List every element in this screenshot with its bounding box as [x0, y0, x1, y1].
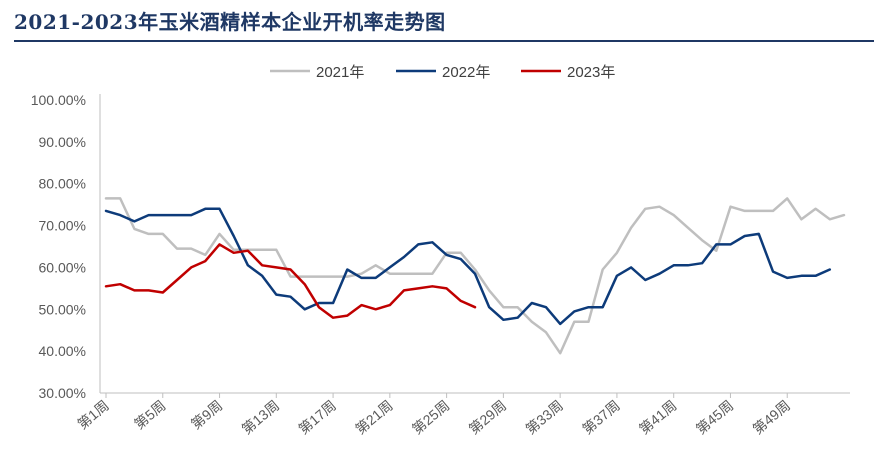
y-axis: 30.00% 40.00% 50.00% 60.00% 70.00% 80.00% 90.0…: [31, 92, 101, 401]
series-line-3: [104, 243, 477, 319]
legend-label: 2023年: [567, 64, 615, 81]
legend: 2021年 2022年 2023年: [270, 64, 615, 81]
y-tick-label: 70.00%: [39, 218, 86, 234]
x-axis: 第1周 第5周 第9周 第13周 第17周 第21周 第25周 第29周 第33周 第37周 第41…: [74, 392, 850, 437]
y-tick-label: 40.00%: [39, 343, 86, 359]
x-tick-label: 第9周: [188, 397, 226, 432]
y-tick-label: 80.00%: [39, 176, 86, 192]
x-tick-label: 第29周: [466, 397, 510, 437]
series-lines: [104, 197, 846, 355]
title-underline: [14, 40, 874, 42]
x-tick-label: 第1周: [74, 397, 112, 432]
series-line-2: [104, 207, 832, 326]
legend-label: 2021年: [316, 64, 364, 81]
x-tick-label: 第33周: [522, 397, 566, 437]
series-line-1: [104, 197, 846, 355]
x-tick-label: 第5周: [131, 397, 169, 432]
chart-title: 2021-2023年玉米酒精样本企业开机率走势图: [14, 10, 446, 34]
x-tick-label: 第17周: [295, 397, 339, 437]
x-tick-label: 第13周: [239, 397, 283, 437]
y-tick-label: 90.00%: [39, 134, 86, 150]
x-tick-label: 第41周: [636, 397, 680, 437]
x-tick-label: 第25周: [409, 397, 453, 437]
y-tick-label: 50.00%: [39, 301, 86, 317]
x-tick-label: 第45周: [693, 397, 737, 437]
y-tick-label: 30.00%: [39, 385, 86, 401]
legend-label: 2022年: [442, 64, 490, 81]
y-tick-label: 100.00%: [31, 92, 86, 108]
x-tick-label: 第49周: [749, 397, 793, 437]
y-tick-label: 60.00%: [39, 259, 86, 275]
x-tick-label: 第21周: [352, 397, 396, 437]
x-tick-label: 第37周: [579, 397, 623, 437]
